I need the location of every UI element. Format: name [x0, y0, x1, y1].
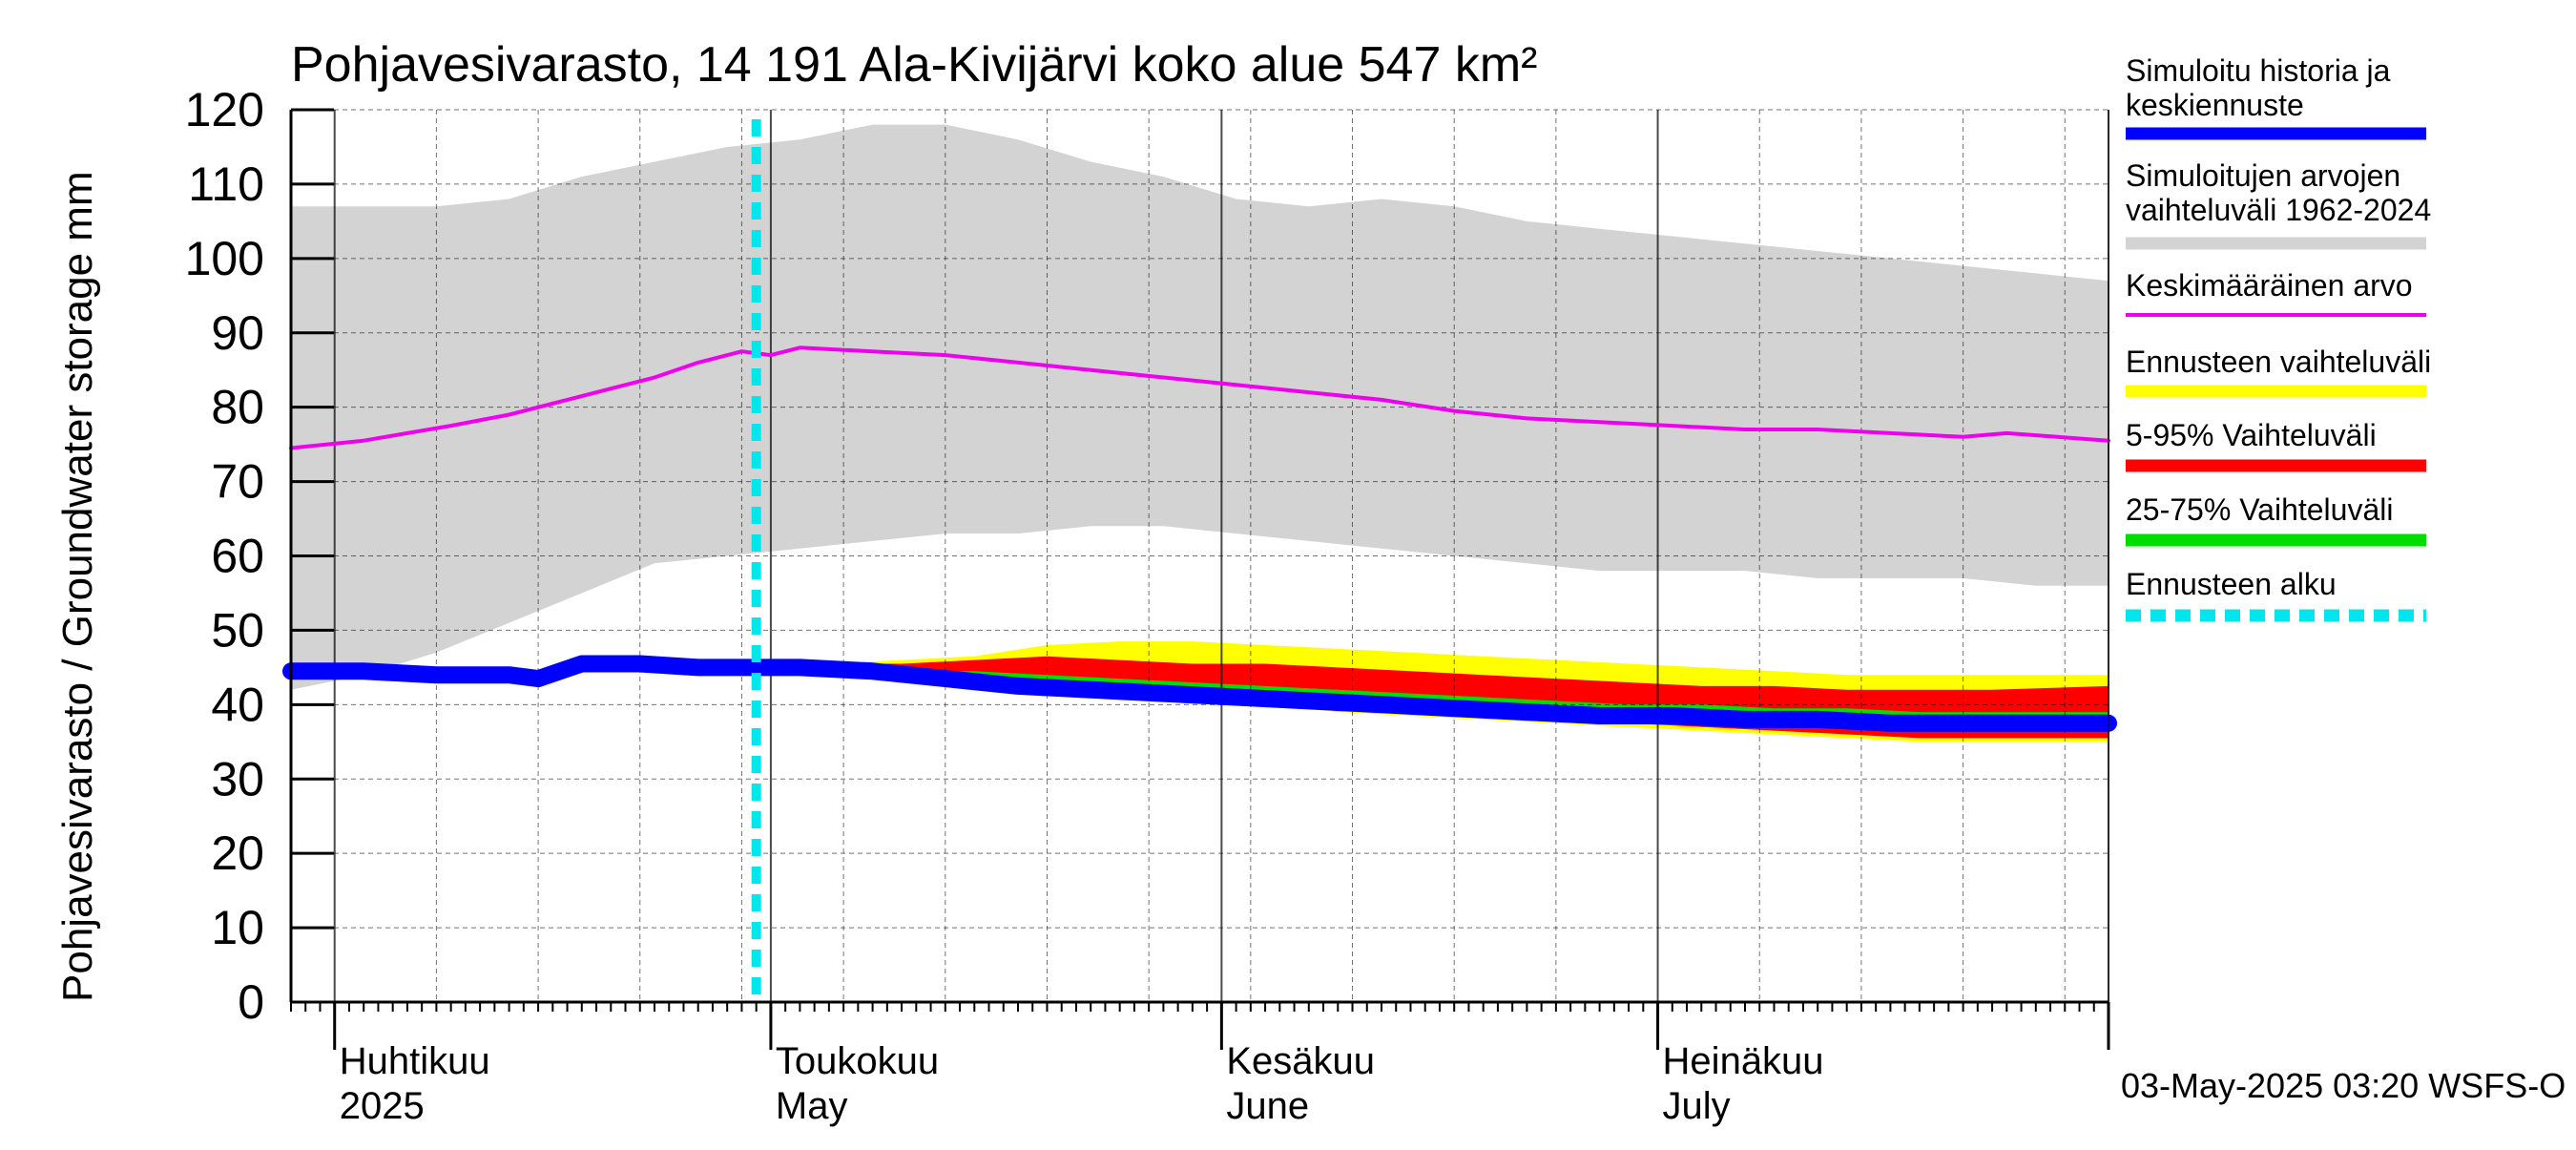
y-tick-label: 120	[185, 83, 264, 136]
y-tick-label: 50	[211, 603, 264, 657]
y-tick-label: 100	[185, 232, 264, 285]
axes-layer: 0 10 20 30 40 50 60 70 80 90 100 110 120 Huhtikuu2025…	[185, 83, 2110, 1127]
legend-label: Ennusteen alku	[2126, 567, 2337, 601]
month-label-fi: Toukokuu	[776, 1040, 939, 1082]
y-tick-label: 60	[211, 530, 264, 583]
y-tick-label: 20	[211, 826, 264, 880]
legend-label: Simuloitu historia ja keskiennuste	[2126, 53, 2391, 122]
y-tick-label: 70	[211, 455, 264, 509]
legend-label: 5-95% Vaihteluväli	[2126, 418, 2377, 452]
y-tick-label: 30	[211, 752, 264, 805]
chart-title: Pohjavesivarasto, 14 191 Ala-Kivijärvi k…	[291, 37, 1537, 93]
y-tick-label: 80	[211, 381, 264, 434]
legend-label: Ennusteen vaihteluväli	[2126, 345, 2431, 379]
legend-label: 25-75% Vaihteluväli	[2126, 492, 2393, 527]
y-tick-label: 0	[238, 975, 264, 1029]
footer-timestamp: 03-May-2025 03:20 WSFS-O	[2121, 1066, 2566, 1105]
band-simuloitujen-arvojen-vaihteluv-li-1962-2024	[291, 124, 2109, 690]
legend-label: Simuloitujen arvojen vaihteluväli 1962-20…	[2126, 158, 2431, 227]
month-label-fi: Kesäkuu	[1226, 1040, 1375, 1082]
line-layer	[282, 119, 2117, 1002]
y-axis-label: Pohjavesivarasto / Groundwater storage m…	[54, 171, 101, 1002]
legend-label: Keskimääräinen arvo	[2126, 268, 2413, 303]
month-label-fi: Huhtikuu	[340, 1040, 490, 1082]
month-label-fi: Heinäkuu	[1663, 1040, 1824, 1082]
series-line-simuloitu-historia-ja-keskiennuste	[282, 655, 2117, 732]
series-line-keskim-r-inen-arvo	[289, 345, 2110, 450]
month-label-en: June	[1226, 1085, 1309, 1127]
y-tick-label: 40	[211, 678, 264, 731]
band-layer	[291, 124, 2109, 742]
y-tick-label: 10	[211, 901, 264, 954]
legend: Simuloitu historia ja keskiennuste Simuloi…	[2126, 53, 2431, 622]
month-label-en: July	[1663, 1085, 1731, 1127]
y-tick-label: 90	[211, 306, 264, 360]
y-tick-label: 110	[188, 157, 264, 211]
month-label-en: 2025	[340, 1085, 425, 1127]
month-label-en: May	[776, 1085, 848, 1127]
